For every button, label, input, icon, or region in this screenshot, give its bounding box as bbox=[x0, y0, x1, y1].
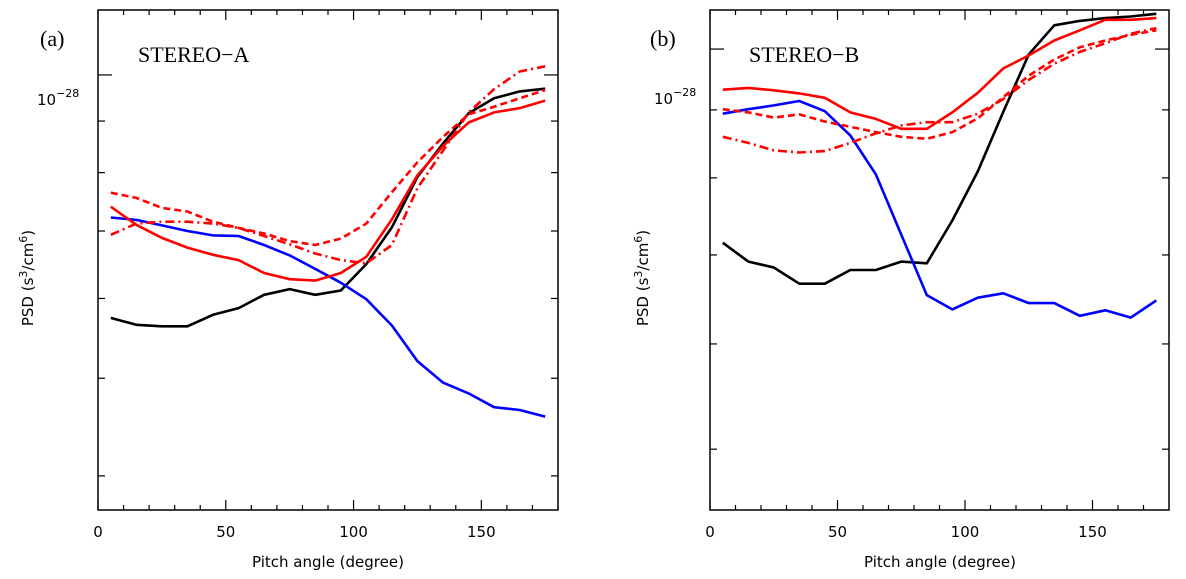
panel-b-y-axis-title: PSD (s3/cm6) bbox=[632, 230, 652, 326]
panel-b-series bbox=[722, 12, 1158, 319]
panel-b-ylabel-exp1: 3 bbox=[632, 271, 645, 278]
panel-b-series-red-dashed-line bbox=[722, 29, 1157, 141]
panel-b-xtick-label-0: 0 bbox=[705, 523, 715, 541]
panel-a-xtick-label-100: 100 bbox=[339, 523, 368, 541]
panel-b-annotation: STEREO−B bbox=[749, 42, 859, 67]
panel-a-ylabel-exp1: 3 bbox=[17, 271, 30, 278]
panel-b-plot-frame bbox=[709, 9, 1170, 511]
panel-a-series-red-dashed-line bbox=[110, 88, 546, 247]
panel-a-y-ticks bbox=[98, 74, 558, 477]
panel-b-ylabel-mid: /cm bbox=[634, 243, 652, 271]
panel-a-series-black-solid-line bbox=[110, 87, 546, 328]
panel-b-series-black-solid-line bbox=[722, 12, 1157, 286]
panel-a-series-red-dashdot-line bbox=[110, 65, 546, 265]
panel-b-xtick-label-100: 100 bbox=[951, 523, 980, 541]
panel-a-series bbox=[110, 65, 546, 418]
panel-b-ylabel-exp2: 6 bbox=[632, 236, 645, 243]
panel-b: 0 50 100 150 (b) STEREO−B 10−28 Pitch angle… bbox=[632, 9, 1170, 571]
panel-a-plot-frame bbox=[97, 9, 559, 511]
panel-a-ylabel-base: PSD (s bbox=[19, 277, 37, 326]
panel-b-series-red-solid-line bbox=[722, 16, 1157, 131]
panel-a-ytick-label: 10−28 bbox=[37, 87, 79, 109]
panel-a-y-axis-title: PSD (s3/cm6) bbox=[17, 230, 37, 326]
panel-a-xtick-label-0: 0 bbox=[93, 523, 103, 541]
panel-b-x-axis-title: Pitch angle (degree) bbox=[864, 553, 1016, 571]
panel-a-x-ticks: 0 50 100 150 bbox=[93, 10, 534, 541]
panel-b-xtick-label-150: 150 bbox=[1078, 523, 1107, 541]
panel-a: 0 50 100 150 (a) STEREO−A 10−28 Pitch angle… bbox=[17, 9, 559, 571]
panel-b-ytick-exponent: −28 bbox=[673, 86, 696, 99]
panel-b-letter: (b) bbox=[650, 26, 676, 51]
panel-b-ytick-label: 10−28 bbox=[654, 86, 696, 108]
panel-a-ylabel-tail: ) bbox=[19, 230, 37, 236]
panel-a-x-axis-title: Pitch angle (degree) bbox=[252, 553, 404, 571]
panel-b-ylabel-tail: ) bbox=[634, 230, 652, 236]
panel-b-x-ticks: 0 50 100 150 bbox=[705, 10, 1145, 541]
panel-a-letter: (a) bbox=[40, 26, 64, 51]
panel-a-xtick-label-150: 150 bbox=[467, 523, 496, 541]
panel-a-series-red-solid-line bbox=[110, 99, 546, 282]
panel-b-ytick-base: 10 bbox=[654, 90, 673, 108]
panel-a-ylabel-exp2: 6 bbox=[17, 236, 30, 243]
panel-a-ytick-exponent: −28 bbox=[56, 87, 79, 100]
panel-b-series-red-dashdot-line bbox=[722, 26, 1157, 154]
panel-a-ytick-base: 10 bbox=[37, 91, 56, 109]
panel-b-xtick-label-50: 50 bbox=[828, 523, 847, 541]
panel-a-xtick-label-50: 50 bbox=[216, 523, 235, 541]
panel-a-annotation: STEREO−A bbox=[138, 42, 250, 67]
panel-a-ylabel-mid: /cm bbox=[19, 243, 37, 271]
panel-b-y-ticks bbox=[710, 48, 1169, 450]
panel-a-series-blue-solid-line bbox=[110, 216, 546, 418]
panel-b-ylabel-base: PSD (s bbox=[634, 277, 652, 326]
panel-b-series-blue-solid-line bbox=[722, 99, 1158, 319]
